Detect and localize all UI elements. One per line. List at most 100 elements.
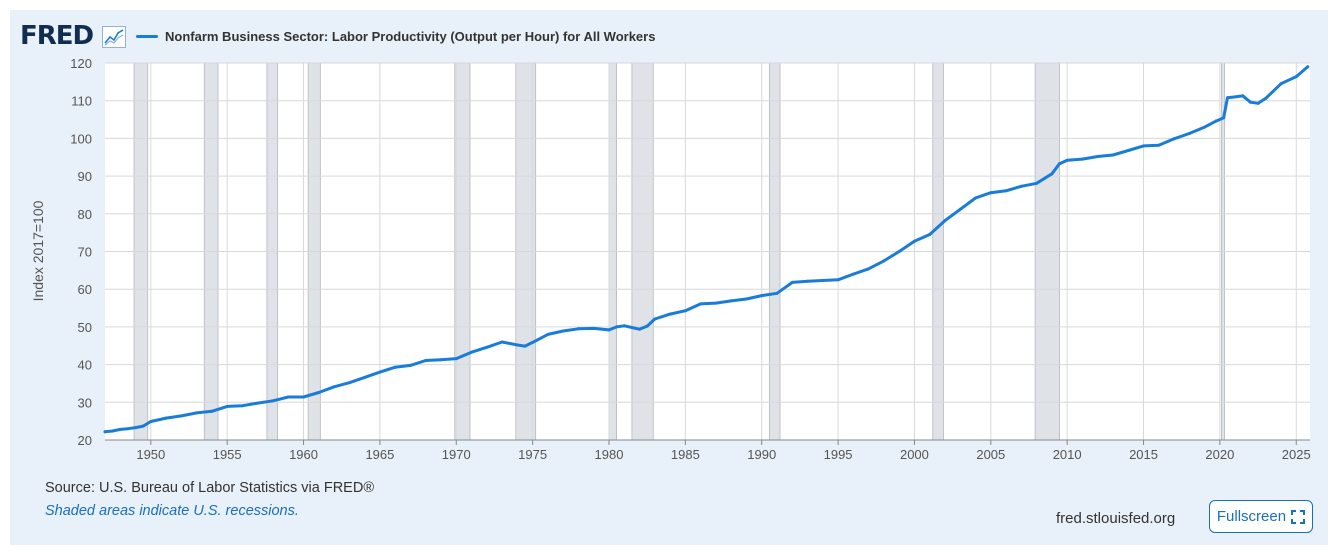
data-point bbox=[683, 309, 687, 313]
x-tick-label: 2000 bbox=[900, 447, 929, 462]
data-point bbox=[1226, 96, 1230, 100]
data-point bbox=[210, 409, 214, 413]
data-point bbox=[393, 365, 397, 369]
y-tick-label: 70 bbox=[78, 245, 92, 260]
data-point bbox=[256, 401, 260, 405]
data-point bbox=[989, 191, 993, 195]
x-tick-label: 1950 bbox=[136, 447, 165, 462]
data-point bbox=[1256, 101, 1260, 105]
fred-logo[interactable]: FRED bbox=[20, 21, 94, 51]
fullscreen-button[interactable]: Fullscreen bbox=[1209, 500, 1313, 533]
data-point bbox=[1004, 189, 1008, 193]
recession-note: Shaded areas indicate U.S. recessions. bbox=[45, 503, 299, 519]
data-point bbox=[378, 370, 382, 374]
data-point bbox=[1111, 153, 1115, 157]
y-axis-label: Index 2017=100 bbox=[30, 200, 46, 301]
data-point bbox=[454, 357, 458, 361]
data-point bbox=[744, 297, 748, 301]
data-point bbox=[561, 329, 565, 333]
y-tick-label: 100 bbox=[70, 131, 92, 146]
data-point bbox=[928, 233, 932, 237]
data-point bbox=[851, 272, 855, 276]
data-point bbox=[134, 426, 138, 430]
data-point bbox=[645, 324, 649, 328]
data-point bbox=[523, 344, 527, 348]
x-tick-label: 2005 bbox=[976, 447, 1005, 462]
data-point bbox=[149, 420, 153, 424]
data-point bbox=[470, 350, 474, 354]
data-point bbox=[1065, 158, 1069, 162]
data-point bbox=[111, 429, 115, 433]
data-point bbox=[531, 340, 535, 344]
data-point bbox=[347, 381, 351, 385]
data-point bbox=[821, 279, 825, 283]
data-point bbox=[882, 259, 886, 263]
data-point bbox=[195, 411, 199, 415]
chart-legend: Nonfarm Business Sector: Labor Productiv… bbox=[136, 26, 655, 46]
data-point bbox=[836, 278, 840, 282]
data-point bbox=[1096, 154, 1100, 158]
data-point bbox=[485, 345, 489, 349]
y-tick-label: 80 bbox=[78, 207, 92, 222]
data-point bbox=[1233, 95, 1237, 99]
data-point bbox=[515, 343, 519, 347]
data-point bbox=[1241, 94, 1245, 98]
legend-series-label: Nonfarm Business Sector: Labor Productiv… bbox=[165, 28, 656, 44]
data-point bbox=[622, 324, 626, 328]
data-point bbox=[1050, 172, 1054, 176]
data-point bbox=[408, 363, 412, 367]
x-tick-label: 2015 bbox=[1129, 447, 1158, 462]
data-point bbox=[867, 267, 871, 271]
x-tick-label: 1970 bbox=[442, 447, 471, 462]
x-tick-label: 1965 bbox=[365, 447, 394, 462]
data-point bbox=[179, 414, 183, 418]
data-point bbox=[1203, 125, 1207, 129]
data-point bbox=[729, 299, 733, 303]
data-point bbox=[974, 196, 978, 200]
source-text: Source: U.S. Bureau of Labor Statistics … bbox=[45, 480, 375, 496]
data-point bbox=[363, 375, 367, 379]
data-point bbox=[225, 404, 229, 408]
y-tick-label: 20 bbox=[78, 433, 92, 448]
x-tick-label: 1975 bbox=[518, 447, 547, 462]
data-point bbox=[775, 291, 779, 295]
data-point bbox=[103, 430, 107, 434]
x-tick-label: 1985 bbox=[671, 447, 700, 462]
data-point bbox=[546, 332, 550, 336]
data-point bbox=[439, 358, 443, 362]
data-point bbox=[1126, 148, 1130, 152]
x-tick-label: 1990 bbox=[747, 447, 776, 462]
line-chart-icon bbox=[102, 26, 126, 48]
data-point bbox=[332, 385, 336, 389]
y-axis-ticks: 20 30 40 50 60 70 80 90 100 110 120 bbox=[70, 56, 92, 448]
gridlines bbox=[105, 62, 1310, 441]
data-point bbox=[1214, 119, 1218, 123]
y-tick-label: 50 bbox=[78, 320, 92, 335]
data-point bbox=[806, 279, 810, 283]
data-point bbox=[699, 302, 703, 306]
data-point bbox=[912, 239, 916, 243]
data-point bbox=[240, 404, 244, 408]
data-point bbox=[1080, 157, 1084, 161]
x-tick-label: 2020 bbox=[1205, 447, 1234, 462]
data-point bbox=[317, 390, 321, 394]
x-tick-label: 2025 bbox=[1282, 447, 1311, 462]
data-point bbox=[897, 250, 901, 253]
y-tick-label: 30 bbox=[78, 395, 92, 410]
data-point bbox=[164, 416, 168, 420]
data-point bbox=[1142, 144, 1146, 148]
site-url[interactable]: fred.stlouisfed.org bbox=[1056, 510, 1176, 527]
data-point bbox=[271, 399, 275, 403]
data-point bbox=[607, 328, 611, 332]
data-point bbox=[1264, 96, 1268, 100]
data-point bbox=[1222, 116, 1226, 120]
data-point bbox=[638, 327, 642, 331]
x-tick-label: 1955 bbox=[213, 447, 242, 462]
y-tick-label: 110 bbox=[71, 94, 92, 109]
data-point bbox=[714, 301, 718, 305]
x-tick-label: 1960 bbox=[289, 447, 318, 462]
data-point bbox=[653, 317, 657, 321]
data-point bbox=[760, 294, 764, 298]
data-point bbox=[1035, 181, 1039, 185]
